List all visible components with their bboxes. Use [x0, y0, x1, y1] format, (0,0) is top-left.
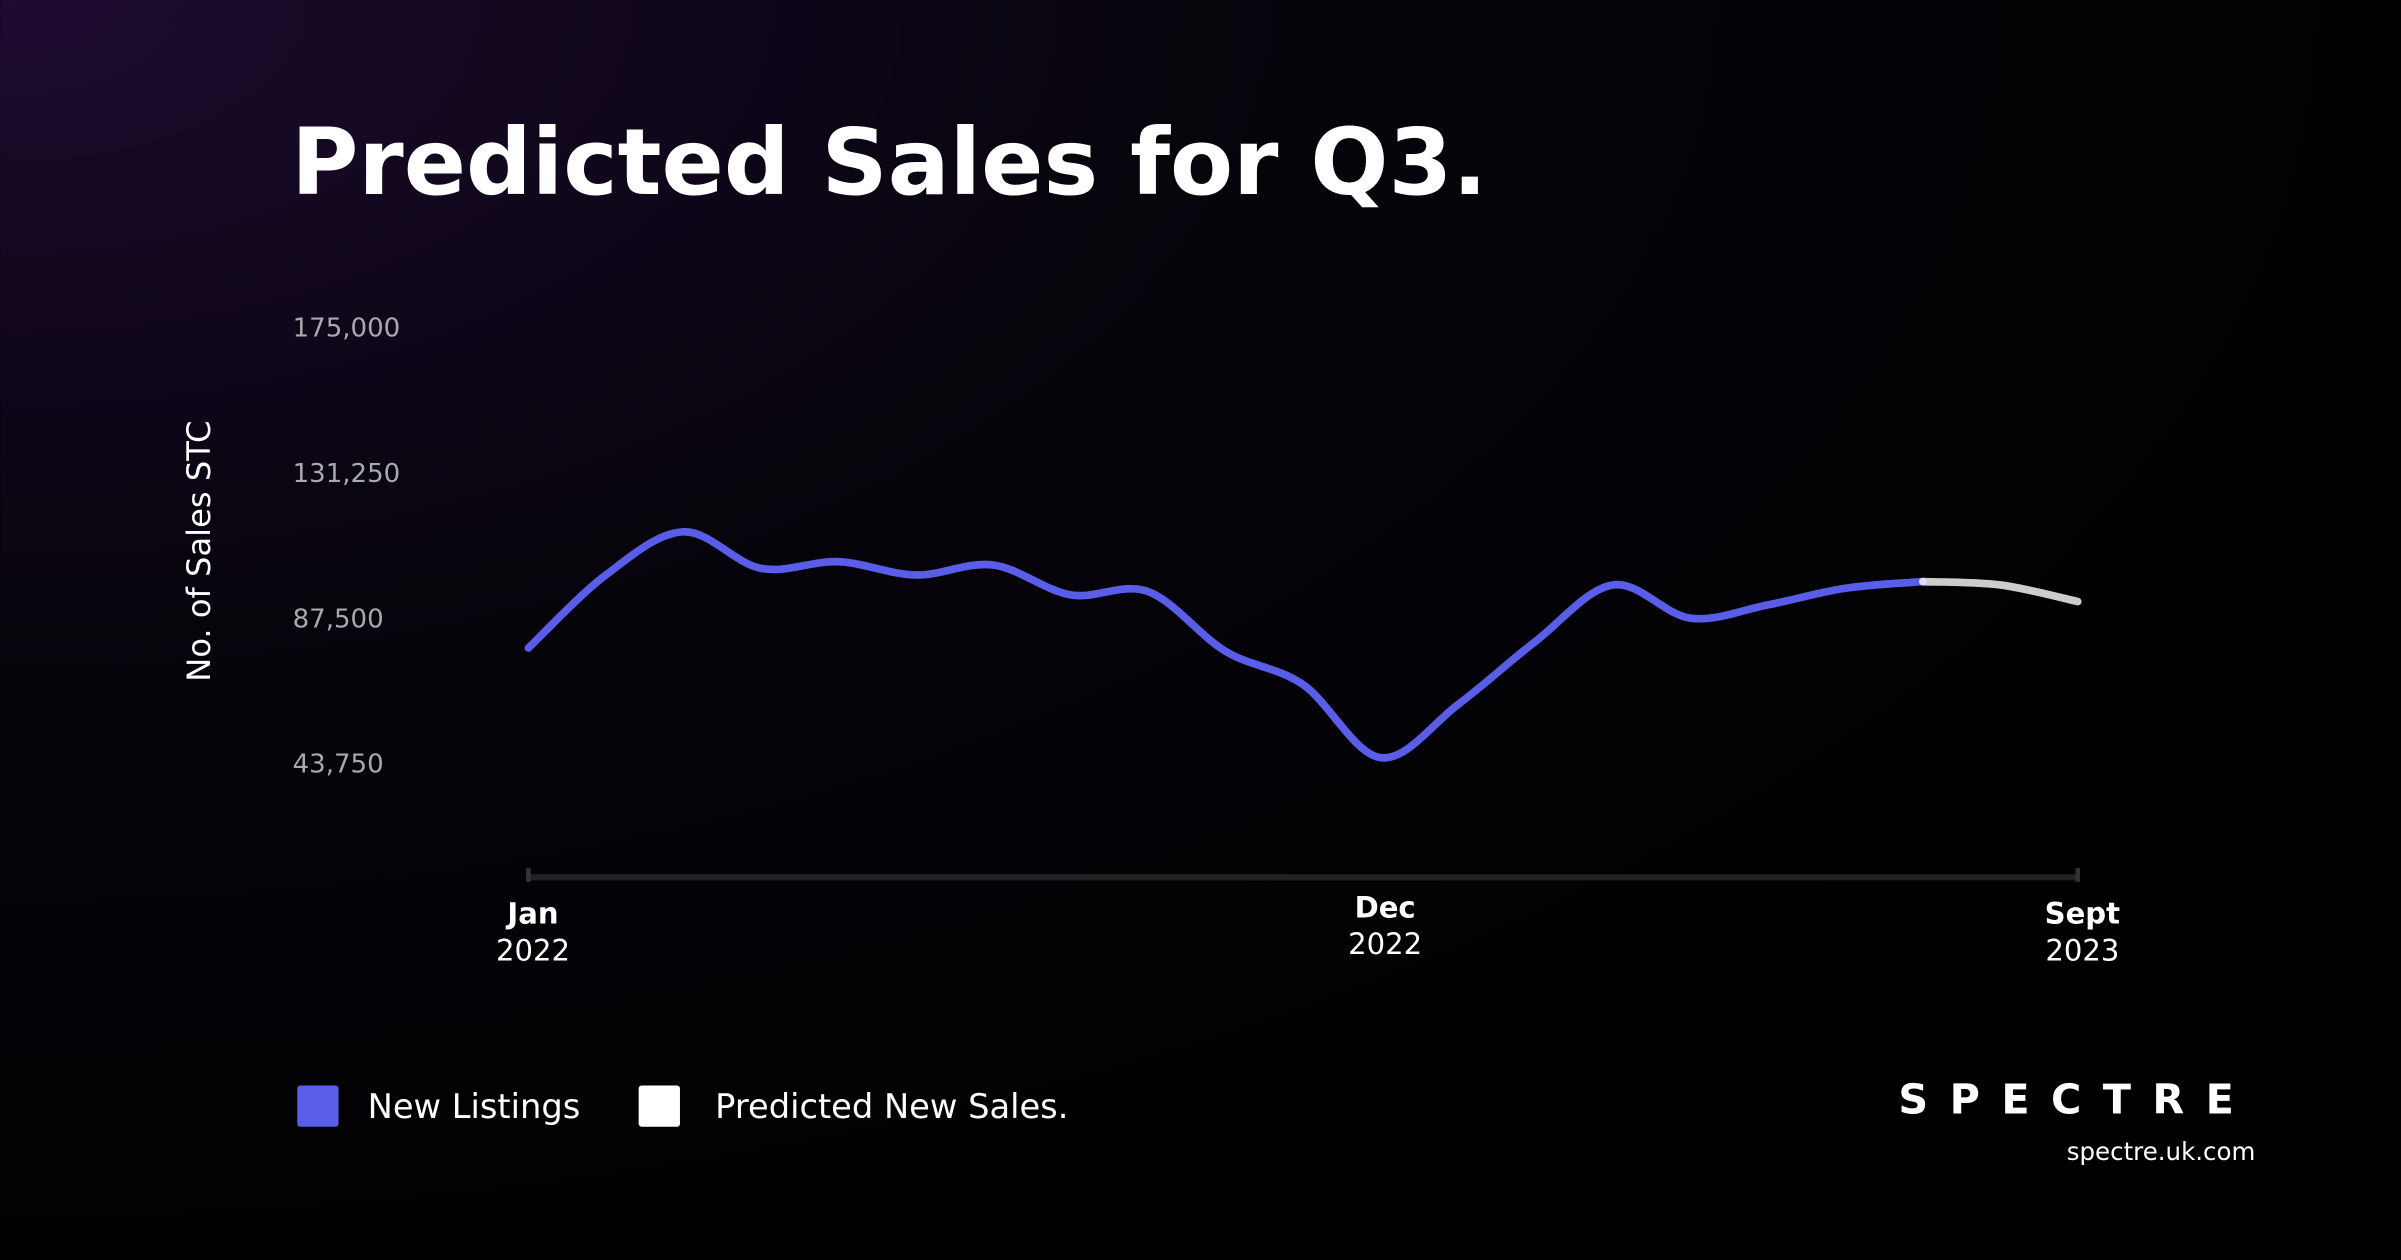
y-tick-label: 43,750 — [293, 750, 384, 780]
brand-url: spectre.uk.com — [2067, 1137, 2256, 1166]
series-line — [1918, 577, 2082, 606]
x-tick-year: 2022 — [496, 933, 570, 967]
x-tick-month: Jan — [505, 897, 558, 931]
y-tick-label: 87,500 — [293, 604, 384, 634]
y-tick-label: 175,000 — [293, 314, 401, 344]
x-tick-month: Sept — [2045, 897, 2120, 931]
y-tick-label: 131,250 — [293, 459, 401, 489]
chart-title: Predicted Sales for Q3. — [291, 109, 1487, 216]
legend-swatch — [297, 1085, 339, 1127]
x-tick-year: 2023 — [2045, 933, 2119, 967]
series-line — [524, 527, 1927, 762]
legend-label: Predicted New Sales. — [715, 1087, 1068, 1126]
y-axis-label: No. of Sales STC — [180, 421, 218, 682]
legend-swatch — [638, 1085, 680, 1127]
x-tick-month: Dec — [1355, 890, 1416, 924]
legend-label: New Listings — [368, 1087, 581, 1126]
brand-logo: SPECTRE — [1898, 1075, 2255, 1123]
x-tick-year: 2022 — [1348, 927, 1422, 961]
